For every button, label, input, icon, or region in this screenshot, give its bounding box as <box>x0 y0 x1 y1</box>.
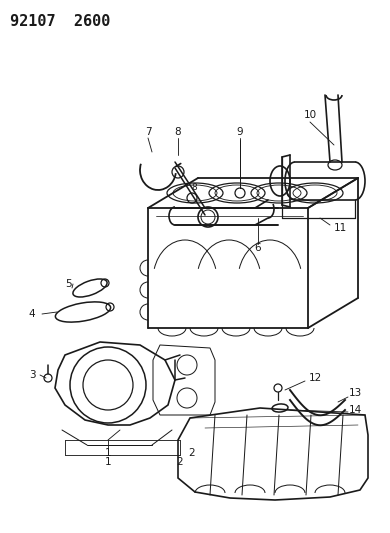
Text: 3: 3 <box>29 370 35 380</box>
Text: 10: 10 <box>303 110 317 120</box>
Text: 4: 4 <box>29 309 35 319</box>
Text: 1: 1 <box>105 448 111 458</box>
Text: 7: 7 <box>145 127 151 137</box>
Text: 8: 8 <box>191 183 197 192</box>
Text: 11: 11 <box>333 223 347 233</box>
Text: 13: 13 <box>348 388 362 398</box>
Text: 1: 1 <box>105 457 111 467</box>
Text: 9: 9 <box>237 127 243 137</box>
Text: 92107  2600: 92107 2600 <box>10 14 110 29</box>
Text: 6: 6 <box>255 243 261 253</box>
Text: 5: 5 <box>65 279 71 289</box>
Text: 8: 8 <box>175 127 181 137</box>
Text: 2: 2 <box>177 457 183 467</box>
Text: 12: 12 <box>308 373 322 383</box>
Text: 2: 2 <box>189 448 195 458</box>
Text: 14: 14 <box>348 405 362 415</box>
